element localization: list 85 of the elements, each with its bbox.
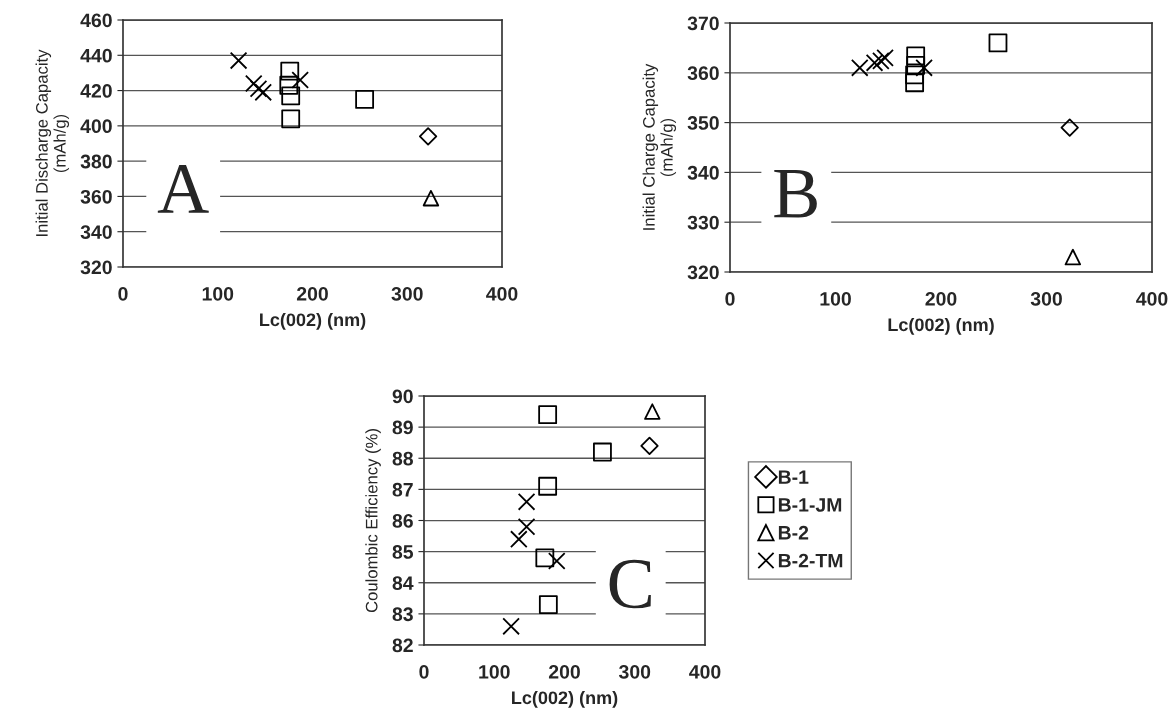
point [547, 552, 566, 570]
y-tick-label: 82 [392, 638, 413, 653]
x-tick-label: 200 [296, 286, 328, 301]
x-tick-label: 0 [419, 664, 429, 679]
point [502, 617, 520, 636]
x-tick-label: 400 [486, 286, 518, 301]
point [988, 33, 1008, 53]
point [418, 127, 438, 146]
point [905, 73, 925, 93]
point [249, 79, 268, 98]
point [535, 548, 555, 568]
point [1060, 118, 1079, 137]
point [538, 595, 558, 614]
point [538, 476, 558, 496]
point [422, 190, 440, 207]
legend-label: B-1-JM [778, 498, 842, 512]
x-tick-label: 100 [820, 291, 851, 306]
y-tick-label: 380 [80, 154, 112, 169]
point [872, 52, 890, 70]
point [865, 54, 884, 72]
point [229, 51, 248, 70]
point [593, 442, 612, 462]
y-tick-label: 340 [80, 225, 112, 239]
x-tick-label: 300 [618, 664, 651, 679]
y-tick-label: 85 [392, 545, 414, 559]
y-tick-label: 460 [80, 13, 112, 28]
point [510, 530, 528, 548]
y-tick-label: 87 [392, 482, 413, 497]
y-axis-title: Initial Discharge Capacity (mAh/g) [35, 49, 70, 236]
y-tick-label: 420 [80, 84, 112, 98]
x-tick-label: 0 [118, 286, 128, 301]
point [876, 49, 894, 67]
annotation: A [157, 164, 209, 213]
x-tick-label: 400 [1136, 291, 1168, 306]
y-tick-label: 360 [687, 66, 719, 81]
y-tick-label: 340 [687, 165, 719, 180]
point [244, 74, 263, 93]
point [517, 517, 536, 536]
y-tick-label: 83 [392, 607, 413, 622]
y-tick-label: 370 [687, 16, 719, 31]
y-tick-label: 360 [80, 189, 112, 204]
point [538, 405, 558, 425]
legend-label: B-1 [778, 470, 809, 484]
y-tick-label: 88 [392, 451, 413, 466]
y-tick-label: 400 [80, 119, 112, 134]
point [850, 58, 869, 77]
y-axis-title: Initial Charge Capacity (mAh/g) [642, 63, 677, 230]
point [644, 403, 661, 420]
point [281, 109, 301, 129]
point [915, 58, 933, 77]
annotation: B [774, 169, 817, 218]
y-tick-label: 320 [80, 260, 112, 275]
point [1064, 248, 1082, 266]
legend-label: B-2-TM [778, 553, 843, 568]
point [517, 493, 536, 511]
y-tick-label: 90 [392, 389, 413, 404]
point [906, 46, 926, 66]
y-tick-label: 84 [392, 576, 414, 590]
x-tick-label: 100 [479, 664, 510, 679]
point [640, 436, 659, 455]
annotation: C [609, 559, 651, 609]
y-tick-label: 320 [687, 265, 719, 280]
point [254, 83, 273, 102]
y-tick-label: 86 [392, 513, 413, 528]
x-axis-title: Lc(002) (nm) [512, 690, 618, 708]
x-tick-label: 200 [548, 664, 580, 679]
point [905, 65, 925, 85]
point [280, 61, 300, 81]
point [281, 86, 301, 106]
legend-label: B-2 [778, 525, 809, 540]
y-tick-label: 330 [687, 215, 719, 230]
x-tick-label: 300 [1030, 291, 1062, 306]
y-axis-title: Coulombic Efficiency (%) [365, 429, 381, 613]
x-tick-label: 100 [202, 286, 234, 301]
point [355, 89, 375, 109]
y-tick-label: 89 [392, 420, 413, 435]
x-axis-title: Lc(002) (nm) [888, 317, 994, 335]
point [291, 71, 310, 89]
x-tick-label: 300 [391, 286, 423, 301]
x-tick-label: 0 [725, 291, 735, 306]
x-tick-label: 200 [925, 291, 957, 306]
x-axis-title: Lc(002) (nm) [260, 312, 366, 330]
y-tick-label: 350 [687, 116, 719, 130]
point [279, 75, 299, 95]
y-tick-label: 440 [80, 48, 112, 63]
